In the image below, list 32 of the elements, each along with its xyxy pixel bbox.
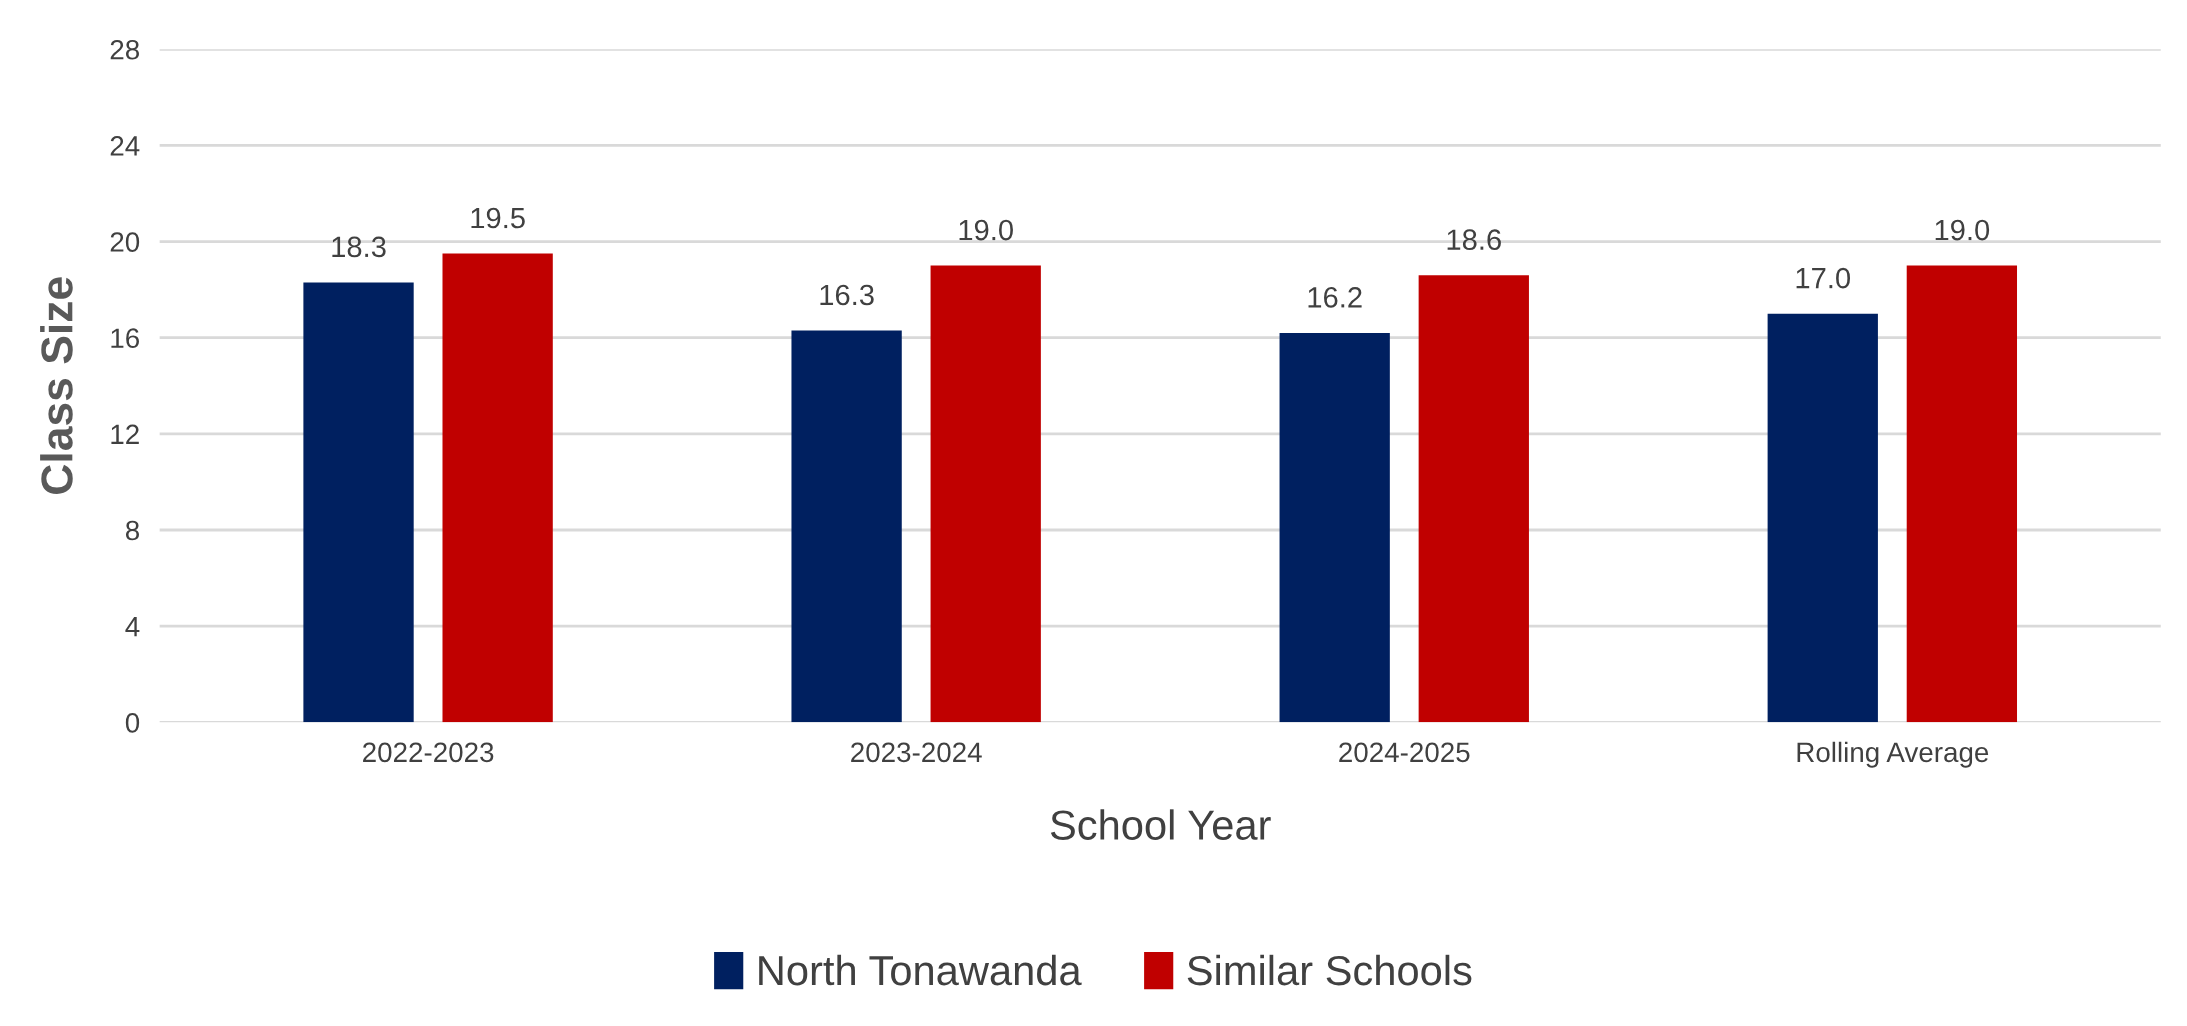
legend-label: Similar Schools <box>1187 954 1472 986</box>
x-tick-label: 2022-2023 <box>363 742 494 763</box>
data-label: 19.0 <box>1935 219 1990 241</box>
data-label: 17.0 <box>1796 267 1851 289</box>
x-tick-label: 2024-2025 <box>1339 742 1470 763</box>
x-axis-title: School Year <box>1050 809 1271 840</box>
data-label: 19.5 <box>471 207 525 229</box>
legend-label: North Tonawanda <box>759 954 1082 986</box>
data-label: 18.6 <box>1447 229 1501 250</box>
y-tick-label: 24 <box>110 136 140 156</box>
y-tick-label: 16 <box>111 328 139 349</box>
y-tick-label: 4 <box>125 617 140 637</box>
bar <box>442 253 553 723</box>
y-tick-label: 12 <box>111 424 139 444</box>
bar <box>1279 332 1390 723</box>
data-label: 19.0 <box>959 219 1013 241</box>
x-tick-label: Rolling Average <box>1797 741 1989 768</box>
bar <box>1906 265 2018 723</box>
bar <box>303 282 414 723</box>
data-label: 16.3 <box>820 284 874 306</box>
y-tick-label: 28 <box>110 39 139 60</box>
y-tick-label: 20 <box>110 232 140 252</box>
bar <box>1767 313 1878 723</box>
data-label: 18.3 <box>332 236 386 258</box>
bar <box>791 330 902 723</box>
y-tick-label: 0 <box>125 712 140 733</box>
x-tick-label: 2023-2024 <box>851 742 982 763</box>
bar <box>1418 275 1529 723</box>
data-label: 16.2 <box>1308 287 1362 308</box>
y-tick-label: 8 <box>125 520 139 541</box>
bar <box>930 265 1041 723</box>
y-axis-title: Class Size <box>40 277 73 494</box>
